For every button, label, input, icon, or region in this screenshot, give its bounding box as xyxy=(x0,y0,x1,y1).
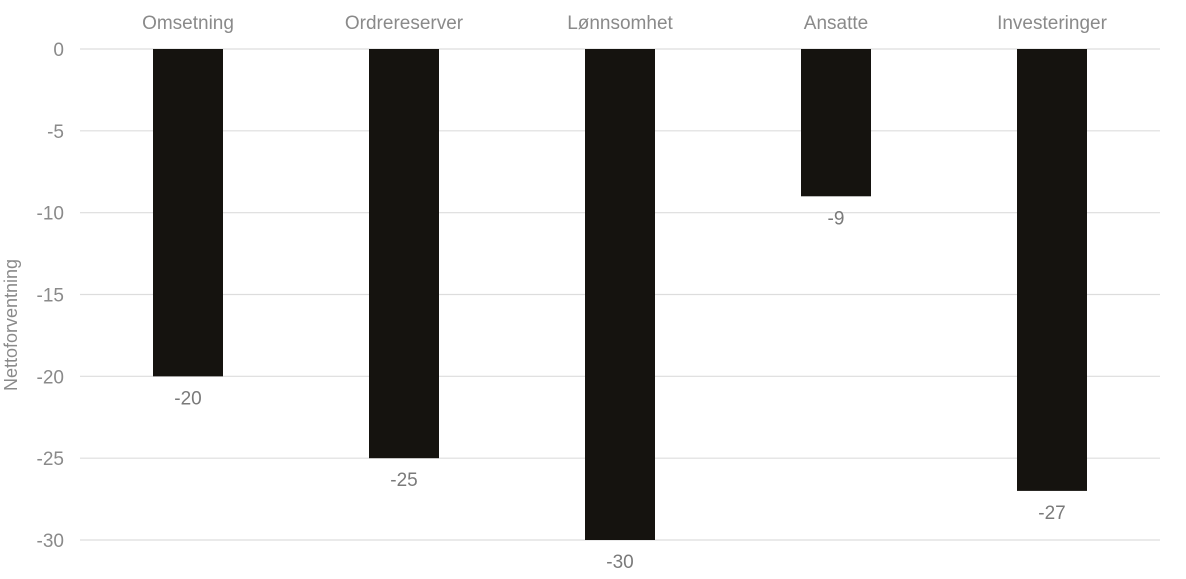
category-label: Investeringer xyxy=(997,13,1108,34)
y-tick-label: -10 xyxy=(37,204,64,225)
category-label: Lønnsomhet xyxy=(567,13,673,34)
category-label: Omsetning xyxy=(142,13,234,34)
bar xyxy=(153,49,223,377)
data-label: -20 xyxy=(174,388,201,409)
bars xyxy=(153,49,1087,540)
bar xyxy=(1017,49,1087,491)
data-label: -27 xyxy=(1038,503,1065,524)
y-tick-label: -15 xyxy=(37,286,64,307)
data-label: -30 xyxy=(606,552,633,573)
data-label: -25 xyxy=(390,470,417,491)
y-tick-label: -25 xyxy=(37,449,64,470)
y-tick-label: 0 xyxy=(53,40,64,61)
y-axis-ticks: 0 -5 -10 -15 -20 -25 -30 xyxy=(37,40,64,552)
data-labels: -20 -25 -30 -9 -27 xyxy=(174,208,1065,573)
data-label: -9 xyxy=(828,208,845,229)
category-labels: Omsetning Ordrereserver Lønnsomhet Ansatte I… xyxy=(142,13,1108,34)
y-tick-label: -30 xyxy=(37,531,64,552)
y-tick-label: -20 xyxy=(37,367,64,388)
category-label: Ordrereserver xyxy=(345,13,464,34)
category-label: Ansatte xyxy=(804,13,868,34)
bar xyxy=(585,49,655,540)
bar xyxy=(801,49,871,197)
bar xyxy=(369,49,439,459)
y-tick-label: -5 xyxy=(47,122,64,143)
y-axis-title: Nettoforventning xyxy=(1,259,21,391)
